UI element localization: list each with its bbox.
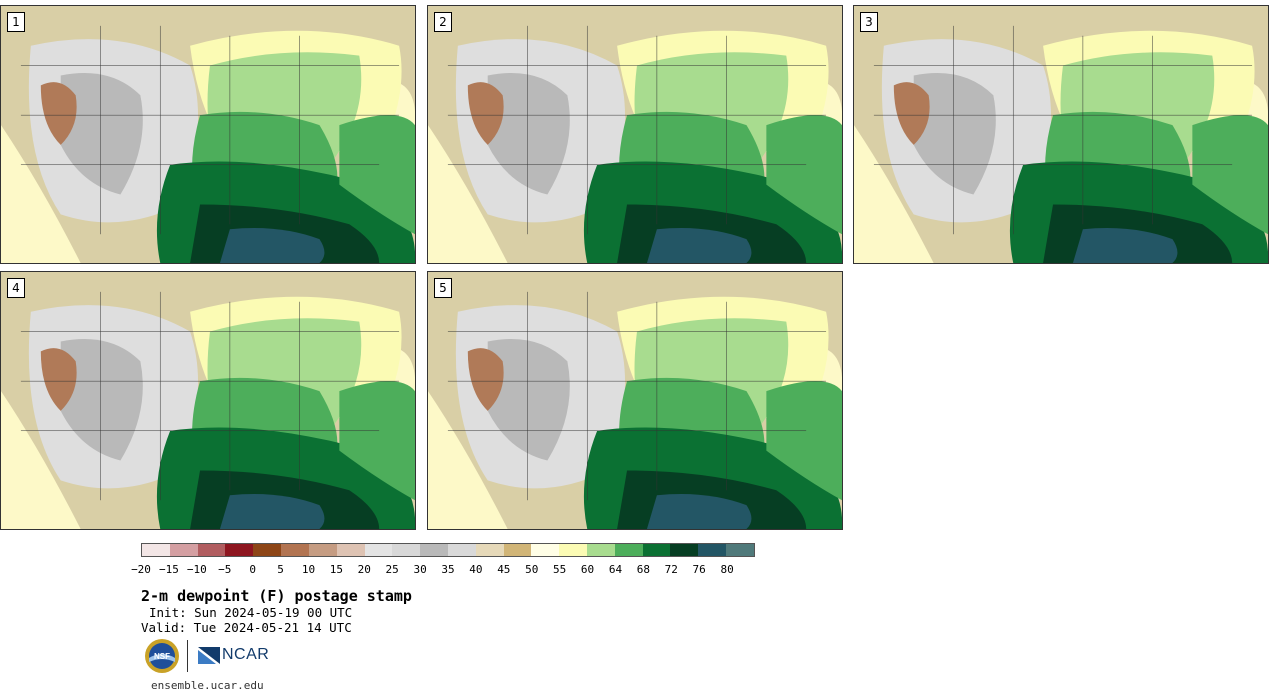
- colorbar-tick-label: 55: [553, 563, 567, 576]
- map-region: [1, 391, 81, 529]
- map-panel-3: 3: [853, 5, 1269, 264]
- colorbar-tick-label: 50: [525, 563, 539, 576]
- map-panel-2: 2: [427, 5, 843, 264]
- colorbar-swatch: [197, 544, 226, 556]
- colorbar-tick-label: 35: [441, 563, 455, 576]
- panel-label: 3: [860, 12, 878, 32]
- colorbar-tick-label: −15: [158, 563, 179, 576]
- ncar-logo-icon: [198, 647, 220, 664]
- colorbar-swatch: [392, 544, 421, 556]
- ncar-logo-text: NCAR: [222, 646, 270, 663]
- colorbar-tick-label: 76: [692, 563, 706, 576]
- colorbar-tick-label: −5: [218, 563, 232, 576]
- colorbar-swatch: [670, 544, 699, 556]
- map-region: [339, 115, 415, 235]
- colorbar-tick-label: 64: [608, 563, 623, 576]
- colorbar-tick-label: 60: [580, 563, 595, 576]
- map-region: [428, 391, 508, 529]
- map-image: [1, 6, 415, 263]
- site-url: ensemble.ucar.edu: [151, 679, 264, 692]
- colorbar-tick-label: 10: [301, 563, 316, 576]
- map-image: [854, 6, 1268, 263]
- colorbar-tick-label: −20: [131, 563, 151, 576]
- map-region: [487, 338, 570, 461]
- colorbar-swatch: [169, 544, 198, 556]
- colorbar-tick-label: 40: [469, 563, 483, 576]
- panel-label: 1: [7, 12, 25, 32]
- page-title: 2-m dewpoint (F) postage stamp: [141, 587, 412, 605]
- colorbar-swatch: [642, 544, 671, 556]
- colorbar-swatch: [420, 544, 448, 556]
- map-region: [40, 348, 77, 411]
- panel-label: 2: [434, 12, 452, 32]
- map-region: [1072, 228, 1178, 263]
- colorbar-swatch: [253, 544, 282, 556]
- colorbar-swatch: [726, 544, 754, 556]
- colorbar-tick-label: 80: [720, 563, 734, 576]
- map-image: [1, 272, 415, 529]
- colorbar-tick-label: 72: [664, 563, 678, 576]
- init-time: Init: Sun 2024-05-19 00 UTC: [149, 605, 353, 620]
- map-region: [913, 72, 996, 195]
- colorbar-swatch: [559, 544, 587, 556]
- colorbar-tick-label: 15: [329, 563, 343, 576]
- map-region: [766, 115, 842, 235]
- colorbar-ticks: −20 −15 −10 −5 0 5 10 15 20 25 30 35 40 45 50 55 60 64 68 7…: [131, 563, 755, 577]
- colorbar: [141, 543, 755, 557]
- colorbar-swatch: [281, 544, 309, 556]
- map-region: [1, 125, 81, 263]
- map-image: [428, 6, 842, 263]
- colorbar-tick-label: 5: [277, 563, 284, 576]
- map-region: [467, 82, 504, 145]
- svg-text:NSF: NSF: [154, 652, 170, 661]
- map-region: [646, 228, 752, 263]
- logo-divider: [187, 640, 188, 672]
- valid-time: Valid: Tue 2024-05-21 14 UTC: [141, 620, 352, 635]
- map-panel-1: 1: [0, 5, 416, 264]
- nsf-logo-icon: NSF: [145, 639, 179, 673]
- colorbar-tick-label: 0: [249, 563, 256, 576]
- map-region: [766, 381, 842, 501]
- colorbar-tick-label: −10: [186, 563, 207, 576]
- colorbar-swatch: [308, 544, 337, 556]
- map-region: [219, 228, 325, 263]
- map-panel-5: 5: [427, 271, 843, 530]
- map-region: [854, 125, 934, 263]
- panel-label: 5: [434, 278, 452, 298]
- map-region: [60, 338, 143, 461]
- colorbar-swatch: [503, 544, 532, 556]
- map-image: [428, 272, 842, 529]
- colorbar-swatch: [225, 544, 254, 556]
- colorbar-swatch: [142, 544, 170, 556]
- colorbar-swatch: [587, 544, 615, 556]
- map-region: [339, 381, 415, 501]
- colorbar-swatch: [614, 544, 643, 556]
- map-region: [428, 125, 508, 263]
- map-region: [646, 494, 752, 529]
- colorbar-swatch: [475, 544, 504, 556]
- map-panel-4: 4: [0, 271, 416, 530]
- colorbar-swatch: [531, 544, 560, 556]
- colorbar-tick-label: 20: [357, 563, 371, 576]
- map-region: [487, 72, 570, 195]
- colorbar-swatch: [336, 544, 365, 556]
- colorbar-swatch: [447, 544, 476, 556]
- map-region: [1192, 115, 1268, 235]
- colorbar-swatch: [698, 544, 727, 556]
- map-region: [467, 348, 504, 411]
- colorbar-swatch: [364, 544, 393, 556]
- map-region: [893, 82, 930, 145]
- colorbar-tick-label: 68: [636, 563, 650, 576]
- colorbar-tick-label: 30: [413, 563, 427, 576]
- colorbar-tick-label: 25: [385, 563, 399, 576]
- map-region: [60, 72, 143, 195]
- map-region: [219, 494, 325, 529]
- panel-label: 4: [7, 278, 25, 298]
- map-region: [40, 82, 77, 145]
- colorbar-tick-label: 45: [497, 563, 511, 576]
